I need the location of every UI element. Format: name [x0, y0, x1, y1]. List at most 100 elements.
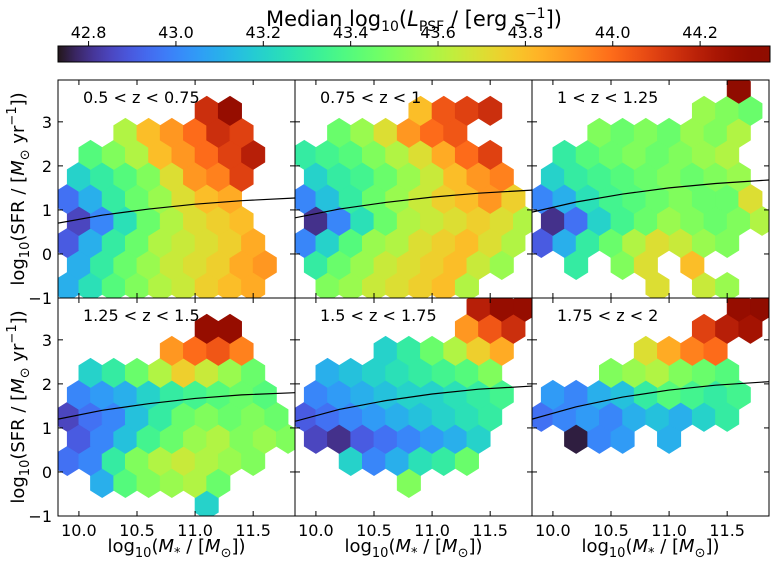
y-tick-label: 1 [42, 201, 52, 220]
y-label-part: −1 [5, 324, 20, 343]
y-label-part: 10 [18, 242, 33, 259]
x-label-part: M [205, 536, 221, 557]
y-tick-label: 2 [42, 157, 52, 176]
main-sequence-line [295, 189, 532, 219]
colorbar-tick-label: 43.8 [508, 23, 544, 42]
colorbar-tick-label: 43.4 [333, 23, 369, 42]
x-tick-label: 11.5 [472, 521, 508, 540]
y-label-part: log [8, 258, 29, 285]
panel-label: 0.5 < z < 0.75 [83, 88, 200, 107]
y-label-part: (SFR / [ [8, 394, 29, 460]
x-label-part: ⊙ [221, 546, 232, 561]
x-label-part: * [648, 546, 655, 561]
y-label-part: −1 [5, 106, 20, 125]
panel [532, 298, 769, 454]
y-tick-label: 1 [42, 419, 52, 438]
panel [532, 80, 769, 298]
main-sequence-line [58, 392, 295, 420]
hex-bin [715, 271, 740, 298]
y-label: log10(SFR / [M⊙ yr−1]) [5, 310, 33, 503]
x-label-part: / [ [181, 536, 206, 557]
main-sequence-line [532, 179, 769, 213]
panel [58, 95, 295, 298]
y-tick-label: −1 [28, 507, 52, 526]
x-tick-label: 11.0 [177, 521, 213, 540]
panel-label: 0.75 < z < 1 [320, 88, 421, 107]
x-tick-label: 10.0 [61, 521, 97, 540]
hex-bin [513, 298, 532, 322]
y-tick-label: 0 [42, 463, 52, 482]
main-sequence-line [532, 381, 769, 420]
colorbar-tick-label: 44.2 [682, 23, 718, 42]
x-label-part: M [395, 536, 411, 557]
panel-label: 1 < z < 1.25 [557, 88, 658, 107]
panel-frame [531, 297, 770, 517]
x-label-part: ]) [705, 536, 719, 557]
y-tick-label: 0 [42, 245, 52, 264]
x-tick-label: 11.0 [414, 521, 450, 540]
x-label: log10(M* / [M⊙]) [344, 536, 482, 561]
y-label-part: 10 [18, 460, 33, 477]
colorbar-tick-label: 44.0 [595, 23, 631, 42]
y-tick-label: −1 [28, 289, 52, 308]
x-label-part: M [442, 536, 458, 557]
x-label-part: / [ [655, 536, 680, 557]
colorbar-tick-label: 43.6 [420, 23, 456, 42]
panel-label: 1.75 < z < 2 [557, 306, 658, 325]
main-sequence-line [295, 385, 532, 422]
colorbar-label: Median log10(LPSF / [erg s−1]) [266, 6, 562, 35]
panel-label: 1.25 < z < 1.5 [83, 306, 200, 325]
x-label-part: M [679, 536, 695, 557]
x-tick-label: 11.0 [651, 521, 687, 540]
y-label-part: M [8, 160, 29, 176]
x-label-part: / [ [418, 536, 443, 557]
x-label-part: ]) [468, 536, 482, 557]
x-label-part: ( [388, 536, 395, 557]
colorbar-tick-label: 43.2 [245, 23, 281, 42]
x-label-part: * [174, 546, 181, 561]
y-label-part: M [8, 378, 29, 394]
x-label-part: M [632, 536, 648, 557]
y-label-part: log [8, 476, 29, 503]
x-label-part: ⊙ [458, 546, 469, 561]
y-tick-label: 2 [42, 375, 52, 394]
y-label-part: yr [8, 125, 29, 149]
hex-bin [217, 95, 242, 126]
x-label-part: log [581, 536, 608, 557]
panel-label: 1.5 < z < 1.75 [320, 306, 437, 325]
y-label-part: ]) [8, 310, 29, 324]
x-tick-label: 11.5 [709, 521, 745, 540]
x-tick-label: 10.5 [356, 521, 392, 540]
x-label: log10(M* / [M⊙]) [581, 536, 719, 561]
x-label-part: ]) [231, 536, 245, 557]
hex-bin [478, 95, 503, 126]
y-tick-label: 3 [42, 331, 52, 350]
x-tick-label: 10.0 [298, 521, 334, 540]
colorbar-tick-label: 42.8 [71, 23, 107, 42]
y-label-part: ⊙ [18, 367, 33, 378]
x-label-part: 10 [372, 546, 389, 561]
x-tick-label: 10.5 [593, 521, 629, 540]
colorbar-tick-label: 43.0 [158, 23, 194, 42]
hex-bin [478, 139, 503, 170]
y-tick-label: 3 [42, 113, 52, 132]
hex-bin [750, 298, 769, 322]
x-label: log10(M* / [M⊙]) [107, 536, 245, 561]
x-label-part: log [344, 536, 371, 557]
x-label-part: 10 [609, 546, 626, 561]
x-tick-label: 11.5 [235, 521, 271, 540]
x-label-part: ( [151, 536, 158, 557]
y-label: log10(SFR / [M⊙ yr−1]) [5, 92, 33, 285]
x-label-part: M [158, 536, 174, 557]
x-label-part: 10 [135, 546, 152, 561]
y-label-part: ]) [8, 92, 29, 106]
colorbar [57, 45, 771, 63]
panel [295, 298, 532, 498]
y-label-part: (SFR / [ [8, 176, 29, 242]
main-sequence-line [58, 197, 295, 224]
x-label-part: log [107, 536, 134, 557]
x-tick-label: 10.5 [119, 521, 155, 540]
x-tick-label: 10.0 [535, 521, 571, 540]
panel [58, 313, 295, 516]
